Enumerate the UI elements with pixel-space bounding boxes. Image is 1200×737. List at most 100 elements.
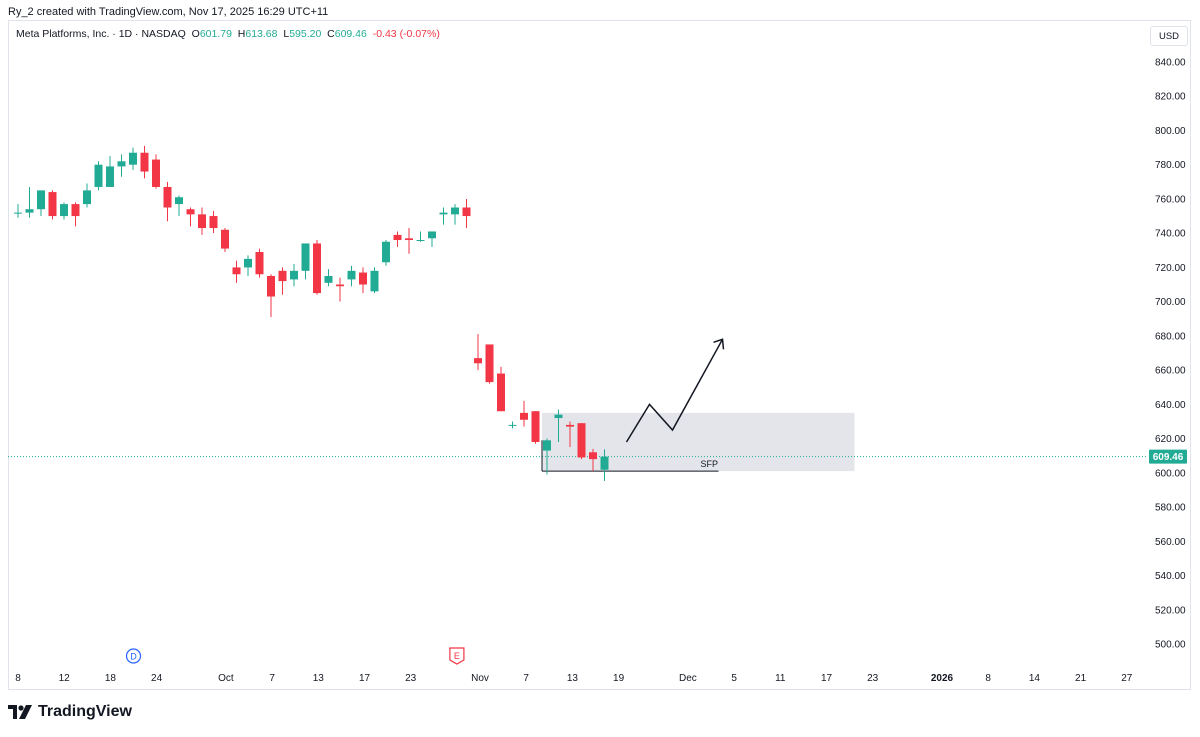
x-tick-label: 14 <box>1029 673 1041 684</box>
x-tick-label: 8 <box>15 673 21 684</box>
candle-body <box>313 243 321 294</box>
candle-body <box>117 161 126 167</box>
candle-body <box>600 456 609 470</box>
brand-name: TradingView <box>38 703 132 720</box>
earnings-marker-label: E <box>454 651 460 661</box>
candle-body <box>278 270 287 282</box>
y-tick-label: 600.00 <box>1155 468 1186 479</box>
sfp-zone <box>542 412 855 472</box>
last-price-tag-label: 609.46 <box>1153 452 1184 463</box>
candle-body <box>508 424 517 426</box>
candle-body <box>221 229 229 249</box>
close-value: 609.46 <box>334 28 367 40</box>
candle-body <box>25 209 34 213</box>
x-tick-label: 23 <box>405 673 417 684</box>
candle-body <box>347 270 356 280</box>
candle-body <box>485 344 494 383</box>
candle-body <box>290 270 298 280</box>
author-line: Ry_2 created with TradingView.com, Nov 1… <box>8 6 329 18</box>
candle-body <box>393 234 402 241</box>
sfp-label: SFP <box>701 459 719 469</box>
y-tick-label: 540.00 <box>1155 571 1186 582</box>
candle-body <box>175 197 183 205</box>
y-tick-label: 520.00 <box>1155 605 1186 616</box>
candle-body <box>198 214 206 229</box>
dividend-marker-icon <box>125 648 142 664</box>
candle-body <box>324 275 333 283</box>
projection-path <box>625 338 724 443</box>
x-tick-label: 5 <box>731 673 737 684</box>
candle-body <box>244 258 252 268</box>
x-tick-label: 8 <box>985 673 991 684</box>
change-value: -0.43 (-0.07%) <box>372 28 440 40</box>
x-tick-label: 13 <box>567 673 579 684</box>
symbol-name[interactable]: Meta Platforms, Inc. · 1D · NASDAQ <box>16 28 186 40</box>
candle-body <box>232 267 241 275</box>
candle-body <box>589 452 597 460</box>
candle-body <box>163 186 172 208</box>
x-tick-label: 12 <box>59 673 71 684</box>
y-tick-label: 500.00 <box>1155 640 1186 651</box>
footer-brand: TradingView <box>8 703 132 721</box>
candle-body <box>566 424 574 427</box>
x-tick-label: 11 <box>775 673 786 684</box>
high-label: H <box>237 28 246 40</box>
y-tick-label: 680.00 <box>1155 331 1186 342</box>
y-tick-label: 800.00 <box>1155 126 1186 137</box>
symbol-legend: Meta Platforms, Inc. · 1D · NASDAQ O601.… <box>16 28 440 40</box>
x-tick-label: 7 <box>269 673 275 684</box>
candle-body <box>382 241 390 263</box>
x-tick-label: 21 <box>1075 673 1087 684</box>
candle-body <box>520 412 528 420</box>
low-value: 595.20 <box>289 28 322 40</box>
candle-body <box>474 358 482 364</box>
close-label: C <box>327 28 335 40</box>
currency-button[interactable]: USD <box>1150 26 1188 46</box>
candle-body <box>462 207 471 217</box>
y-tick-label: 580.00 <box>1155 503 1186 514</box>
x-tick-label: 17 <box>821 673 833 684</box>
candle-body <box>255 252 264 275</box>
y-tick-label: 620.00 <box>1155 434 1186 445</box>
x-tick-label: 2026 <box>931 673 954 684</box>
low-label: L <box>283 28 290 40</box>
candle-body <box>336 284 344 287</box>
x-tick-label: 7 <box>523 673 529 684</box>
y-tick-label: 840.00 <box>1155 58 1186 69</box>
candle-body <box>267 275 275 297</box>
candle-body <box>152 159 160 187</box>
y-tick-label: 720.00 <box>1155 263 1186 274</box>
candle-body <box>140 152 149 172</box>
chart-frame <box>8 20 1191 690</box>
y-tick-label: 760.00 <box>1155 194 1186 205</box>
candle-body <box>416 240 425 242</box>
candle-body <box>209 216 218 229</box>
x-tick-label: 18 <box>105 673 117 684</box>
x-tick-label: Nov <box>471 673 489 684</box>
candle-body <box>359 272 367 285</box>
candle-body <box>554 414 563 419</box>
y-tick-label: 640.00 <box>1155 400 1186 411</box>
candle-body <box>577 423 586 458</box>
x-tick-label: 23 <box>867 673 879 684</box>
candle-body <box>186 209 195 215</box>
candle-body <box>497 373 505 412</box>
candle-body <box>439 212 448 215</box>
x-tick-label: 17 <box>359 673 371 684</box>
tradingview-logo-icon <box>8 705 32 719</box>
last-price-tag <box>1149 449 1187 464</box>
candle-body <box>37 190 45 210</box>
y-tick-label: 560.00 <box>1155 537 1186 548</box>
y-tick-label: 780.00 <box>1155 160 1186 171</box>
earnings-marker-icon <box>449 647 465 665</box>
x-tick-label: Oct <box>218 673 234 684</box>
candle-body <box>71 204 80 217</box>
candle-body <box>451 207 459 215</box>
open-label: O <box>191 28 200 40</box>
y-tick-label: 700.00 <box>1155 297 1186 308</box>
x-tick-label: 27 <box>1121 673 1133 684</box>
candle-body <box>301 243 310 271</box>
x-tick-label: 24 <box>151 673 163 684</box>
candle-body <box>531 411 540 443</box>
